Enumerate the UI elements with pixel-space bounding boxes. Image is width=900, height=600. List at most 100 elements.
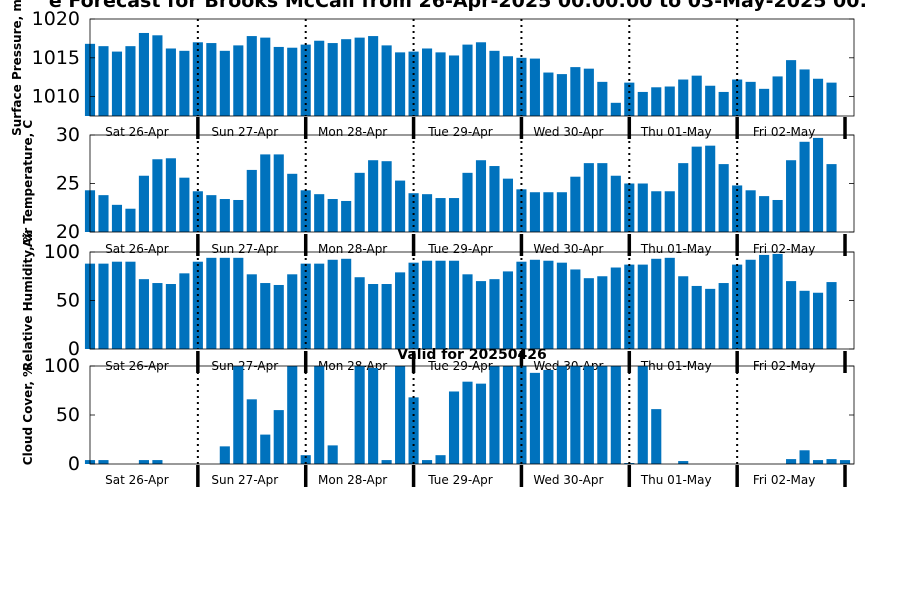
bar	[260, 37, 271, 117]
bar	[273, 46, 284, 116]
bar	[260, 434, 271, 464]
bar	[422, 194, 433, 232]
bar	[489, 166, 500, 232]
day-tick-label: Sun 27-Apr	[211, 125, 278, 139]
bar	[610, 366, 621, 464]
bar	[233, 199, 244, 232]
bar	[502, 56, 514, 116]
bar	[759, 196, 770, 232]
bar	[705, 85, 716, 116]
bar	[152, 35, 163, 116]
bar	[260, 283, 271, 349]
bar	[718, 91, 729, 116]
bar	[300, 455, 311, 464]
bar	[502, 366, 514, 464]
bar	[246, 399, 257, 464]
bar	[206, 195, 217, 232]
bar	[651, 191, 662, 232]
bar	[812, 292, 824, 349]
bar	[354, 366, 365, 464]
bar	[395, 366, 406, 464]
bar	[826, 82, 837, 116]
bar	[678, 163, 689, 232]
bar	[637, 366, 648, 464]
bar	[597, 366, 608, 464]
bar	[678, 461, 689, 464]
y-tick-label: 50	[56, 290, 80, 312]
bar	[610, 102, 621, 116]
bar	[192, 261, 203, 349]
day-tick-label: Sat 26-Apr	[105, 125, 169, 139]
bar	[664, 86, 675, 116]
bar	[529, 372, 540, 464]
bar	[502, 271, 514, 349]
bar	[637, 91, 648, 116]
bar	[529, 259, 540, 349]
panel-4: 0 50 100 Cloud Cover, % Sat 26-Apr Sun 27-Apr…	[21, 355, 855, 487]
y-axis-label: Relative Humidity, %	[21, 230, 35, 371]
bar	[233, 257, 244, 349]
day-tick-label: Sat 26-Apr	[105, 473, 169, 487]
bar	[422, 460, 433, 464]
day-tick-label: Fri 02-May	[753, 242, 816, 256]
bar	[354, 172, 365, 232]
bar	[125, 208, 136, 232]
bar	[273, 284, 284, 349]
bar	[219, 446, 230, 464]
bar	[287, 274, 298, 349]
bar	[165, 284, 176, 349]
bar	[314, 194, 325, 232]
bar	[381, 460, 392, 464]
bar	[583, 163, 594, 232]
bar	[678, 276, 689, 349]
bar	[138, 32, 149, 116]
y-tick-label: 30	[56, 124, 80, 146]
bar	[408, 262, 419, 349]
bar	[772, 253, 783, 349]
bar	[529, 192, 540, 232]
day-tick-label: Thu 01-May	[640, 242, 712, 256]
bar	[826, 164, 837, 232]
bar	[691, 285, 702, 349]
bar	[556, 192, 567, 232]
bar	[448, 198, 460, 232]
bar	[583, 278, 594, 349]
bar	[786, 60, 797, 116]
y-tick-label: 100	[44, 241, 80, 263]
bar	[516, 261, 527, 349]
bar	[327, 199, 338, 232]
bar	[300, 190, 311, 232]
bar	[341, 39, 352, 116]
bar	[799, 69, 810, 116]
bar	[368, 284, 379, 349]
bar	[826, 282, 837, 349]
bar	[475, 160, 487, 232]
bar	[583, 68, 594, 116]
bar	[664, 257, 675, 349]
bar	[786, 459, 797, 464]
bar	[651, 409, 662, 464]
day-tick-label: Tue 29-Apr	[427, 125, 492, 139]
bar	[610, 267, 621, 349]
bar	[354, 37, 365, 117]
bar	[475, 42, 487, 116]
bar	[462, 274, 473, 349]
bar	[273, 410, 284, 464]
bar	[354, 277, 365, 349]
bar	[691, 75, 702, 116]
bar	[745, 259, 756, 349]
bar	[341, 200, 352, 232]
bar	[260, 154, 271, 232]
bar	[395, 52, 406, 116]
bar	[543, 192, 554, 232]
bar	[570, 269, 581, 349]
bar	[138, 279, 149, 349]
bar	[745, 81, 756, 116]
bar	[233, 45, 244, 116]
bar	[98, 460, 109, 464]
bar	[812, 78, 824, 116]
valid-date-label: Valid for 20250426	[397, 347, 546, 363]
bar	[543, 369, 554, 464]
y-tick-label: 50	[56, 404, 80, 426]
y-axis-label: Surface Pressure, m	[10, 0, 24, 136]
